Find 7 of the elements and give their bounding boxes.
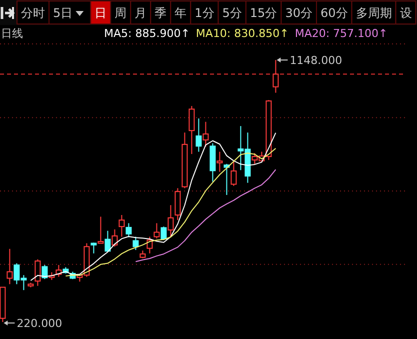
text: MA5: 885.900↑ [104, 27, 190, 40]
text: 1148.000 [290, 54, 342, 67]
chart-title: 日线 [1, 27, 23, 40]
text: MA20: 757.100↑ [294, 27, 388, 40]
text: MA10: 830.850↑ [196, 27, 289, 40]
toolbar: 分时 5日 日 周 月 季 年 1分 5分 15分 30分 60分 多周期 设 [0, 0, 417, 25]
annotation: 220.000 [16, 317, 62, 330]
